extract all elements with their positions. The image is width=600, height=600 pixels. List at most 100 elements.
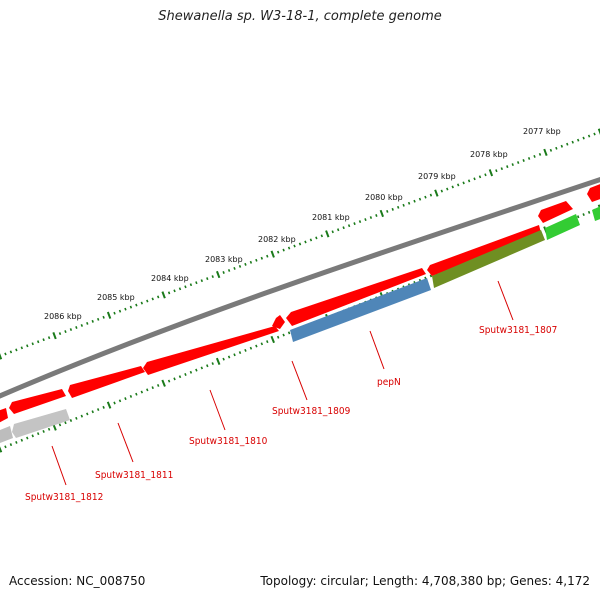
scale-tick-minor (200, 366, 204, 370)
scale-tick-minor (353, 222, 356, 226)
scale-tick-minor (118, 399, 122, 403)
scale-tick-minor (64, 421, 67, 425)
scale-tick-minor (331, 230, 334, 234)
scale-tick-minor (91, 319, 94, 323)
scale-tick-minor (451, 185, 454, 189)
gene-arrow-forward (286, 268, 426, 326)
scale-tick-minor (9, 350, 13, 354)
scale-tick-minor (391, 207, 394, 211)
scale-tick-minor (249, 260, 253, 264)
scale-tick-minor (58, 332, 62, 336)
gene-arrow-forward (538, 201, 573, 223)
scale-tick-minor (522, 159, 525, 162)
scale-tick-minor (173, 377, 176, 381)
scale-tick-minor (26, 344, 29, 348)
scale-label: 2077 kbp (523, 127, 561, 136)
scale-label: 2086 kbp (44, 312, 82, 321)
scale-tick-major (106, 401, 112, 409)
scale-tick-minor (402, 203, 405, 207)
gene-label-1811: Sputw3181_1811 (95, 470, 173, 481)
gene-label-pepN: pepN (377, 377, 401, 388)
leader-line (291, 360, 308, 401)
scale-tick-minor (484, 173, 487, 177)
gene-label-leaders (51, 280, 514, 486)
scale-tick-minor (227, 269, 231, 272)
scale-label: 2082 kbp (258, 235, 296, 244)
scale-tick-minor (135, 303, 138, 307)
scale-tick-major (215, 357, 221, 365)
scale-tick-minor (576, 138, 580, 142)
scale-tick-minor (86, 321, 89, 325)
scale-tick-minor (102, 315, 105, 319)
scale-label: 2080 kbp (365, 193, 403, 202)
scale-tick-major (161, 379, 166, 387)
scale-tick-minor (69, 328, 73, 331)
scale-tick-minor (146, 299, 149, 303)
scale-tick-minor (124, 397, 127, 401)
scale-tick-minor (4, 352, 7, 356)
gene-label-1812: Sputw3181_1812 (25, 492, 103, 503)
scale-tick-minor (146, 388, 149, 392)
scale-tick-minor (249, 346, 253, 350)
scale-tick-minor (456, 183, 460, 187)
scale-tick-minor (287, 246, 291, 250)
scale-tick-minor (69, 419, 73, 422)
scale-tick-minor (64, 330, 67, 334)
scale-tick-minor (429, 274, 433, 278)
scale-tick-minor (418, 197, 422, 201)
scale-tick-minor (260, 342, 264, 346)
scale-label: 2081 kbp (312, 213, 350, 222)
scale-tick-minor (222, 271, 225, 274)
scale-tick-minor (206, 364, 209, 368)
scale-tick-minor (304, 240, 307, 244)
scale-tick-minor (255, 258, 258, 262)
scale-tick-minor (129, 305, 133, 309)
scale-tick-minor (587, 134, 591, 138)
scale-tick-minor (31, 434, 34, 438)
scale-tick-minor (195, 281, 198, 285)
scale-tick-minor (424, 195, 427, 199)
gene-arrow-pepN (290, 278, 431, 342)
scale-tick-minor (31, 342, 34, 346)
gene-arrow-1806 (545, 214, 580, 240)
scale-tick-minor (320, 234, 324, 238)
gene-labels: Sputw3181_1807 pepN Sputw3181_1809 Sputw… (25, 325, 557, 503)
scale-tick-minor (15, 348, 18, 352)
scale-tick-minor (478, 175, 482, 179)
scale-tick-minor (446, 187, 449, 191)
scale-tick-minor (266, 340, 269, 344)
scale-tick-major (325, 230, 330, 238)
scale-tick-minor (96, 408, 100, 412)
scale-tick-minor (511, 163, 514, 167)
scale-tick-minor (555, 146, 558, 150)
scale-tick-minor (20, 438, 24, 442)
scale-tick-minor (282, 333, 285, 337)
scale-tick-minor (473, 177, 476, 181)
scale-tick-minor (233, 266, 236, 270)
scale-tick-minor (293, 244, 296, 248)
scale-tick-minor (140, 390, 144, 394)
scale-tick-major (161, 291, 166, 299)
gene-arrow-1806b (592, 206, 600, 221)
scale-tick-minor (113, 311, 116, 315)
scale-tick-minor (58, 423, 62, 427)
scale-tick-minor (211, 362, 214, 366)
scale-label: 2079 kbp (418, 172, 456, 181)
scale-tick-major (488, 169, 494, 177)
scale-tick-minor (102, 405, 105, 409)
scale-tick-minor (47, 427, 51, 431)
scale-tick-minor (129, 394, 133, 398)
genome-summary-text: Topology: circular; Length: 4,708,380 bp… (260, 574, 590, 588)
scale-tick-minor (9, 443, 13, 447)
scale-tick-major (52, 332, 57, 340)
scale-tick-minor (282, 248, 285, 252)
gene-label-1809: Sputw3181_1809 (272, 406, 351, 417)
scale-tick-minor (91, 410, 94, 414)
scale-tick-minor (211, 275, 214, 279)
leader-line (51, 445, 67, 486)
scale-tick-minor (118, 309, 122, 313)
scale-tick-minor (167, 379, 171, 383)
scale-tick-minor (189, 370, 193, 374)
scale-tick-minor (244, 262, 247, 266)
